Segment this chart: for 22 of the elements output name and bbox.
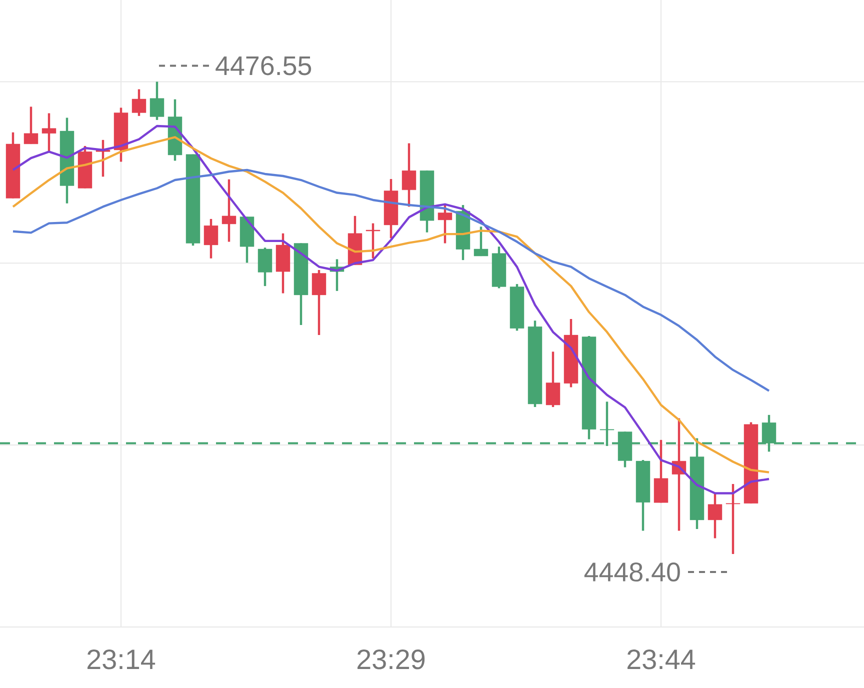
x-tick-label: 23:44: [628, 650, 696, 670]
candlestick: [708, 492, 722, 540]
candlestick: [204, 218, 218, 260]
candlestick: [402, 142, 416, 208]
candlestick: [24, 106, 38, 146]
annotation: 4448.40: [584, 562, 680, 582]
candlestick: [438, 204, 452, 244]
candlestick: [150, 80, 164, 122]
candlestick: [600, 400, 614, 448]
candlestick: [132, 88, 146, 118]
candlestick: [42, 112, 56, 153]
candlestick: [546, 350, 560, 408]
candlestick: [474, 226, 488, 258]
candlestick: [312, 268, 326, 336]
candlestick: [672, 417, 686, 532]
candlestick: [726, 482, 740, 556]
annotation: 4476.55: [216, 56, 312, 76]
x-tick-label: 23:29: [358, 650, 425, 670]
candlestick: [258, 246, 272, 288]
candlestick: [366, 222, 380, 260]
x-tick-label: 23:14: [88, 650, 156, 670]
candlestick: [222, 178, 236, 243]
